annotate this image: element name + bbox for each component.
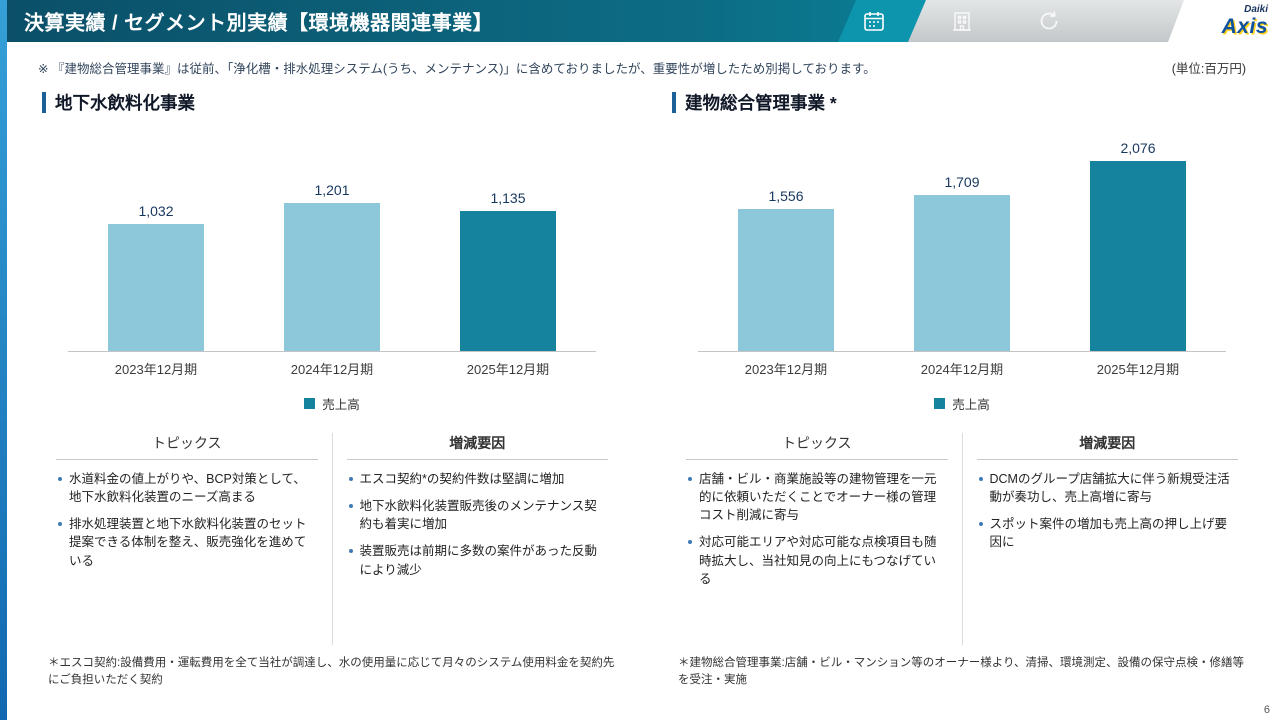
bullet-item: 排水処理装置と地下水飲料化装置のセット提案できる体制を整え、販売強化を進めている — [56, 515, 318, 569]
bullet-item: スポット案件の増加も売上高の押し上げ要因に — [977, 515, 1239, 551]
refresh-icon — [1037, 9, 1061, 33]
calendar-icon — [862, 9, 886, 33]
legend-swatch — [934, 398, 946, 409]
bullet-item: 対応可能エリアや対応可能な点検項目も随時拡大し、当社知見の向上にもつなげている — [686, 533, 948, 587]
segments-container: 地下水飲料化事業 1,032 1,201 1,135 2023年12月期 2024年1… — [42, 90, 1252, 702]
bar-group: 1,032 — [68, 139, 244, 351]
segment-groundwater: 地下水飲料化事業 1,032 1,201 1,135 2023年12月期 2024年1… — [42, 90, 622, 702]
building-icon — [950, 9, 974, 33]
bullet-item: 地下水飲料化装置販売後のメンテナンス契約も着実に増加 — [347, 497, 609, 533]
topics-column: トピックス 店舗・ビル・商業施設等の建物管理を一元的に依頼いただくことでオーナー… — [672, 433, 962, 645]
section-title: 建物総合管理事業 * — [685, 93, 837, 113]
bar-chart-groundwater: 1,032 1,201 1,135 2023年12月期 2024年12月期 2025年1… — [68, 139, 596, 413]
x-axis-label: 2023年12月期 — [114, 362, 198, 377]
chart-legend: 売上高 — [698, 394, 1226, 413]
segment-building-management: 建物総合管理事業 * 1,556 1,709 2,076 2023年12月期 2024… — [672, 90, 1252, 702]
bar-value-label: 1,032 — [138, 203, 174, 219]
note-row: ※ 『建物総合管理事業』は従前、「浄化槽・排水処理システム(うち、メンテナンス)… — [38, 58, 1246, 77]
topics-list: 水道料金の値上がりや、BCP対策として、地下水飲料化装置のニーズ高まる排水処理装… — [56, 470, 318, 570]
bars-area: 1,556 1,709 2,076 — [698, 139, 1226, 352]
x-axis-label: 2025年12月期 — [1096, 362, 1180, 377]
logo-text: Daiki Axis — [1221, 4, 1268, 38]
bar-value-label: 1,709 — [944, 174, 980, 190]
bar — [460, 211, 556, 351]
x-axis-labels: 2023年12月期 2024年12月期 2025年12月期 — [68, 359, 596, 378]
left-edge-accent — [0, 0, 7, 720]
section-title: 地下水飲料化事業 — [55, 93, 195, 113]
legend-label: 売上高 — [952, 398, 990, 412]
x-axis-label: 2024年12月期 — [290, 362, 374, 377]
unit-label: (単位:百万円) — [1171, 62, 1246, 76]
legend-swatch — [304, 398, 316, 409]
bar — [738, 209, 834, 351]
logo-axis-text: Axis — [1221, 15, 1268, 38]
topics-heading: トピックス — [686, 433, 948, 460]
commentary-columns: トピックス 水道料金の値上がりや、BCP対策として、地下水飲料化装置のニーズ高ま… — [42, 433, 622, 645]
bar — [284, 203, 380, 351]
bar — [1090, 161, 1186, 351]
x-axis-label: 2024年12月期 — [920, 362, 1004, 377]
bar-value-label: 1,135 — [490, 190, 526, 206]
bullet-item: 装置販売は前期に多数の案件があった反動により減少 — [347, 542, 609, 578]
bar-group: 1,135 — [420, 139, 596, 351]
page-title: 決算実績 / セグメント別実績【環境機器関連事業】 — [24, 12, 494, 35]
factors-list: DCMのグループ店舗拡大に伴う新規受注活動が奏功し、売上高増に寄与 スポット案件の… — [977, 470, 1239, 552]
bullet-item: 水道料金の値上がりや、BCP対策として、地下水飲料化装置のニーズ高まる — [56, 470, 318, 506]
factors-column: 増減要因 DCMのグループ店舗拡大に伴う新規受注活動が奏功し、売上高増に寄与 スポ… — [961, 433, 1253, 645]
bar-group: 1,201 — [244, 139, 420, 351]
section-title-row: 地下水飲料化事業 — [42, 90, 622, 115]
factors-list: エスコ契約*の契約件数は堅調に増加地下水飲料化装置販売後のメンテナンス契約も着実… — [347, 470, 609, 579]
bar-group: 1,556 — [698, 139, 874, 351]
title-accent-bar — [672, 92, 676, 113]
legend-label: 売上高 — [322, 398, 360, 412]
factors-heading: 増減要因 — [346, 433, 608, 460]
building-management-footnote: ＊建物総合管理事業:店舗・ビル・マンション等のオーナー様より、清掃、環境測定、設… — [678, 657, 1244, 687]
section-title-row: 建物総合管理事業 * — [672, 90, 1252, 115]
bar-chart-building-management: 1,556 1,709 2,076 2023年12月期 2024年12月期 2025年1… — [698, 139, 1226, 413]
topics-list: 店舗・ビル・商業施設等の建物管理を一元的に依頼いただくことでオーナー様の管理コス… — [686, 470, 948, 588]
bullet-item: DCMのグループ店舗拡大に伴う新規受注活動が奏功し、売上高増に寄与 — [977, 470, 1239, 506]
x-axis-label: 2023年12月期 — [744, 362, 828, 377]
bar — [914, 195, 1010, 351]
page-number: 6 — [1263, 704, 1270, 716]
bullet-item: 店舗・ビル・商業施設等の建物管理を一元的に依頼いただくことでオーナー様の管理コス… — [686, 470, 948, 524]
factors-heading: 増減要因 — [976, 433, 1238, 460]
commentary-columns: トピックス 店舗・ビル・商業施設等の建物管理を一元的に依頼いただくことでオーナー… — [672, 433, 1252, 645]
daiki-axis-logo: Daiki Axis — [1168, 0, 1280, 42]
bar-value-label: 1,556 — [768, 188, 804, 204]
factors-column: 増減要因 エスコ契約*の契約件数は堅調に増加地下水飲料化装置販売後のメンテナンス… — [331, 433, 623, 645]
bullet-item: エスコ契約*の契約件数は堅調に増加 — [347, 470, 609, 488]
logo-daiki-text: Daiki — [1244, 4, 1268, 15]
bar-value-label: 1,201 — [314, 182, 350, 198]
chart-legend: 売上高 — [68, 394, 596, 413]
x-axis-labels: 2023年12月期 2024年12月期 2025年12月期 — [698, 359, 1226, 378]
bar-value-label: 2,076 — [1120, 140, 1156, 156]
bars-area: 1,032 1,201 1,135 — [68, 139, 596, 352]
header: 決算実績 / セグメント別実績【環境機器関連事業】 — [0, 0, 1280, 42]
reclassification-note: ※ 『建物総合管理事業』は従前、「浄化槽・排水処理システム(うち、メンテナンス)… — [38, 62, 876, 76]
bar — [108, 224, 204, 351]
esco-footnote: ＊エスコ契約:設備費用・運転費用を全て当社が調達し、水の使用量に応じて月々のシス… — [48, 657, 615, 687]
title-accent-bar — [42, 92, 46, 113]
topics-heading: トピックス — [56, 433, 318, 460]
x-axis-label: 2025年12月期 — [466, 362, 550, 377]
bar-group: 1,709 — [874, 139, 1050, 351]
topics-column: トピックス 水道料金の値上がりや、BCP対策として、地下水飲料化装置のニーズ高ま… — [42, 433, 332, 645]
bar-group: 2,076 — [1050, 139, 1226, 351]
